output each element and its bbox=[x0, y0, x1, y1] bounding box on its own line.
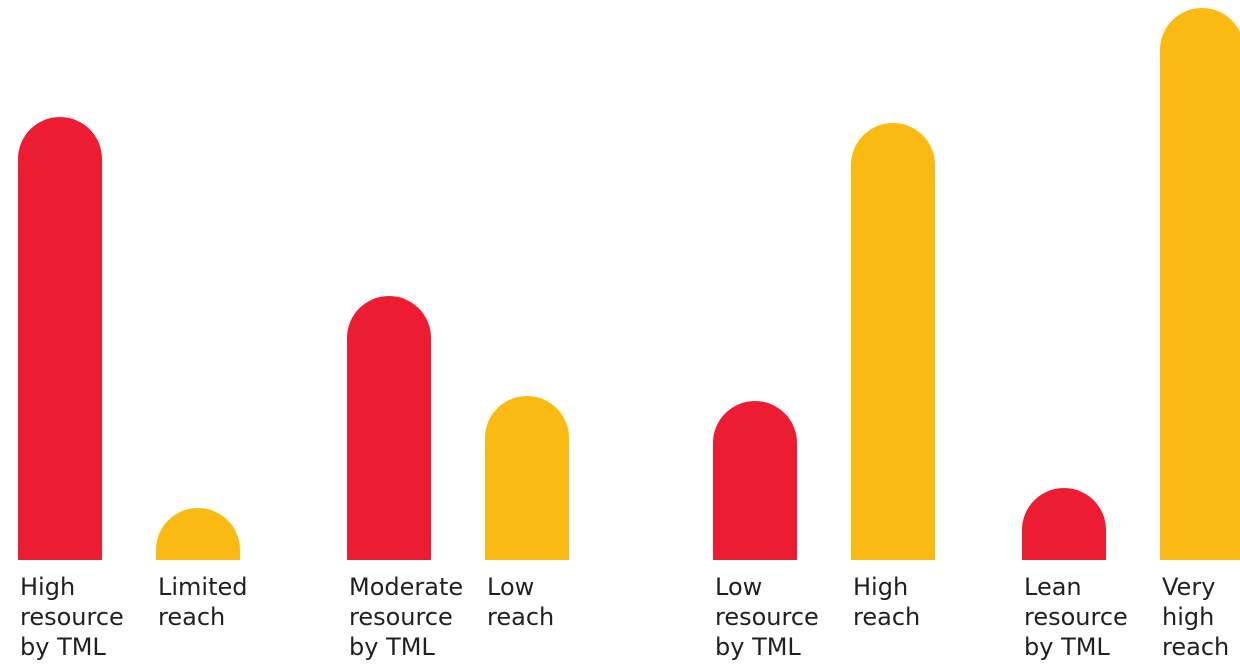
bar-label-group-1-reach: Limited reach bbox=[158, 573, 248, 631]
bar-label-line: by TML bbox=[20, 633, 106, 661]
bar-label-line: resource bbox=[349, 603, 453, 631]
bar-group-3-reach bbox=[851, 123, 935, 560]
bar-label-group-2-reach: Low reach bbox=[487, 573, 554, 631]
bar-label-line: reach bbox=[487, 603, 554, 631]
bar-label-line: Low bbox=[487, 573, 534, 601]
bar-label-line: Very bbox=[1162, 573, 1215, 601]
bar-label-line: by TML bbox=[349, 633, 435, 661]
bar-group-2-resource bbox=[347, 296, 431, 560]
bar-group-1-reach bbox=[156, 508, 240, 560]
bar-label-line: reach bbox=[1162, 633, 1229, 661]
bar-label-line: Moderate bbox=[349, 573, 463, 601]
bars-layer bbox=[18, 8, 1240, 560]
bar-group-3-resource bbox=[713, 401, 797, 560]
bar-label-line: Low bbox=[715, 573, 762, 601]
bar-label-group-1-resource: High resource by TML bbox=[20, 573, 124, 661]
bar-label-line: resource bbox=[715, 603, 819, 631]
bar-label-line: by TML bbox=[715, 633, 801, 661]
bar-label-line: by TML bbox=[1024, 633, 1110, 661]
bar-label-group-4-resource: Lean resource by TML bbox=[1024, 573, 1128, 661]
bar-label-group-3-resource: Low resource by TML bbox=[715, 573, 819, 661]
bar-label-line: High bbox=[20, 573, 75, 601]
bar-label-line: reach bbox=[158, 603, 225, 631]
bar-label-line: resource bbox=[1024, 603, 1128, 631]
bar-label-line: high bbox=[1162, 603, 1214, 631]
bar-group-2-reach bbox=[485, 396, 569, 560]
bar-group-4-resource bbox=[1022, 488, 1106, 560]
bar-label-line: Limited bbox=[158, 573, 248, 601]
bar-label-group-3-reach: High reach bbox=[853, 573, 920, 631]
bar-label-line: Lean bbox=[1024, 573, 1082, 601]
bar-group-1-resource bbox=[18, 117, 102, 560]
bar-label-line: reach bbox=[853, 603, 920, 631]
bar-label-line: resource bbox=[20, 603, 124, 631]
bar-label-group-4-reach: Very high reach bbox=[1162, 573, 1229, 661]
bar-label-line: High bbox=[853, 573, 908, 601]
bar-label-group-2-resource: Moderate resource by TML bbox=[349, 573, 463, 661]
bar-group-4-reach bbox=[1160, 8, 1240, 560]
